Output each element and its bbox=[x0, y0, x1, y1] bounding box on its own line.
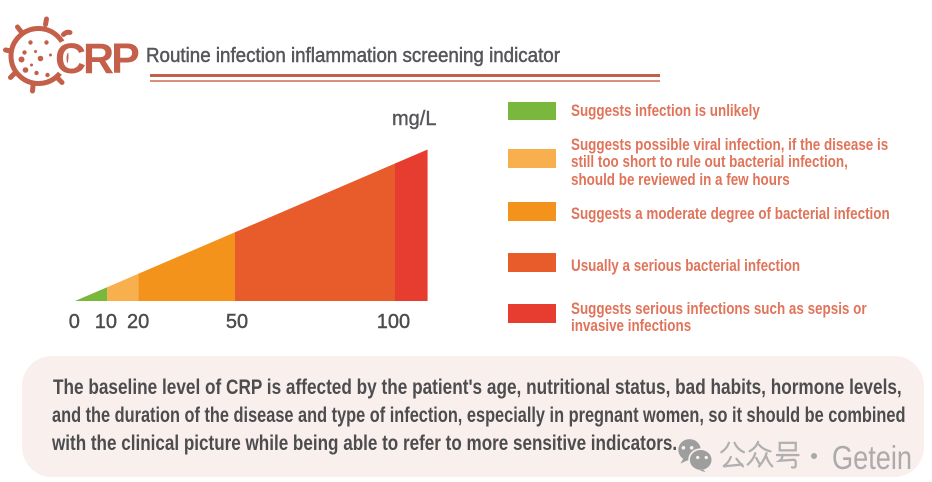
svg-text:CRP: CRP bbox=[55, 35, 139, 83]
